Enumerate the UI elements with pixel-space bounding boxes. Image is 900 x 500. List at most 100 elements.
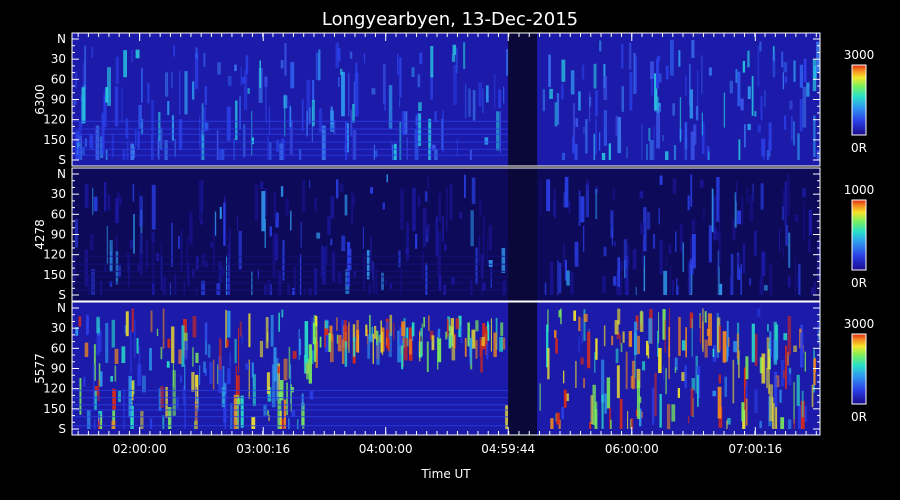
emission-streak bbox=[802, 86, 807, 128]
emission-streak bbox=[198, 365, 201, 386]
emission-streak bbox=[796, 274, 799, 288]
emission-streak bbox=[657, 330, 659, 357]
emission-streak bbox=[575, 361, 577, 388]
emission-streak bbox=[114, 86, 119, 127]
emission-streak bbox=[729, 80, 733, 94]
emission-streak bbox=[704, 311, 707, 323]
emission-streak bbox=[485, 329, 488, 345]
emission-streak bbox=[319, 336, 322, 348]
emission-streak bbox=[286, 382, 289, 416]
emission-streak bbox=[123, 50, 128, 78]
emission-streak bbox=[156, 328, 159, 337]
emission-streak bbox=[355, 62, 358, 84]
emission-streak bbox=[735, 182, 738, 202]
emission-streak bbox=[95, 130, 98, 160]
emission-streak bbox=[152, 239, 155, 285]
y-tick-label: N bbox=[57, 301, 66, 315]
emission-streak bbox=[754, 111, 757, 117]
emission-streak bbox=[136, 338, 139, 354]
emission-streak bbox=[563, 370, 565, 384]
emission-streak bbox=[708, 225, 712, 263]
emission-streak bbox=[375, 268, 378, 295]
emission-streak bbox=[412, 187, 416, 232]
emission-streak bbox=[124, 324, 127, 334]
emission-streak bbox=[347, 248, 352, 270]
emission-streak bbox=[316, 321, 318, 354]
emission-streak bbox=[115, 56, 119, 85]
emission-streak bbox=[589, 422, 592, 429]
emission-streak bbox=[578, 316, 581, 332]
emission-streak bbox=[737, 255, 741, 265]
emission-streak bbox=[363, 52, 366, 64]
emission-streak bbox=[636, 380, 641, 419]
emission-streak bbox=[772, 50, 776, 78]
emission-streak bbox=[610, 210, 614, 238]
emission-streak bbox=[399, 327, 403, 346]
emission-streak bbox=[430, 45, 434, 78]
emission-streak bbox=[811, 384, 814, 408]
emission-streak bbox=[687, 195, 690, 211]
emission-streak bbox=[306, 111, 308, 137]
emission-streak bbox=[714, 231, 719, 240]
emission-streak bbox=[336, 317, 338, 331]
emission-streak bbox=[546, 324, 549, 368]
emission-streak bbox=[787, 368, 792, 386]
emission-streak bbox=[332, 251, 336, 282]
x-tick-label: 07:00:16 bbox=[728, 442, 782, 456]
emission-streak bbox=[372, 266, 375, 293]
emission-streak bbox=[239, 96, 241, 130]
emission-streak bbox=[343, 320, 347, 352]
emission-streak bbox=[183, 280, 185, 295]
emission-streak bbox=[318, 49, 321, 81]
emission-streak bbox=[389, 283, 392, 289]
emission-streak bbox=[701, 112, 703, 136]
emission-streak bbox=[445, 331, 448, 340]
emission-streak bbox=[594, 409, 598, 429]
emission-streak bbox=[297, 419, 299, 429]
emission-streak bbox=[617, 257, 621, 287]
y-tick-label: 30 bbox=[51, 187, 66, 201]
emission-streak bbox=[149, 418, 153, 429]
emission-streak bbox=[101, 112, 105, 154]
y-tick-label: S bbox=[58, 288, 66, 302]
emission-streak bbox=[241, 334, 243, 346]
emission-streak bbox=[573, 103, 575, 148]
emission-streak bbox=[745, 356, 749, 380]
emission-streak bbox=[180, 375, 182, 383]
emission-streak bbox=[166, 361, 170, 368]
emission-streak bbox=[181, 325, 185, 367]
emission-streak bbox=[233, 394, 238, 429]
emission-streak bbox=[73, 254, 76, 285]
emission-streak bbox=[684, 365, 688, 389]
emission-streak bbox=[549, 277, 554, 295]
emission-streak bbox=[104, 265, 107, 272]
emission-streak bbox=[240, 395, 244, 428]
emission-streak bbox=[593, 133, 596, 160]
emission-streak bbox=[138, 188, 141, 218]
emission-streak bbox=[140, 118, 144, 135]
emission-streak bbox=[615, 348, 619, 364]
emission-streak bbox=[773, 339, 778, 363]
emission-streak bbox=[643, 255, 646, 292]
emission-streak bbox=[192, 316, 197, 338]
emission-streak bbox=[650, 74, 653, 96]
emission-streak bbox=[553, 188, 557, 212]
emission-streak bbox=[203, 53, 206, 67]
panel-ylabel: 4278 bbox=[33, 219, 47, 250]
y-tick-label: N bbox=[57, 167, 66, 181]
emission-streak bbox=[267, 387, 272, 402]
emission-streak bbox=[581, 318, 583, 344]
latitude-band bbox=[72, 289, 509, 291]
emission-streak bbox=[631, 360, 636, 390]
emission-streak bbox=[107, 194, 111, 211]
emission-streak bbox=[408, 338, 412, 355]
emission-streak bbox=[128, 375, 132, 418]
emission-streak bbox=[75, 130, 80, 160]
emission-streak bbox=[192, 347, 194, 367]
emission-streak bbox=[673, 145, 677, 160]
emission-streak bbox=[775, 406, 778, 429]
emission-streak bbox=[88, 275, 91, 295]
emission-streak bbox=[460, 325, 463, 344]
emission-streak bbox=[754, 333, 758, 367]
emission-streak bbox=[693, 124, 697, 145]
